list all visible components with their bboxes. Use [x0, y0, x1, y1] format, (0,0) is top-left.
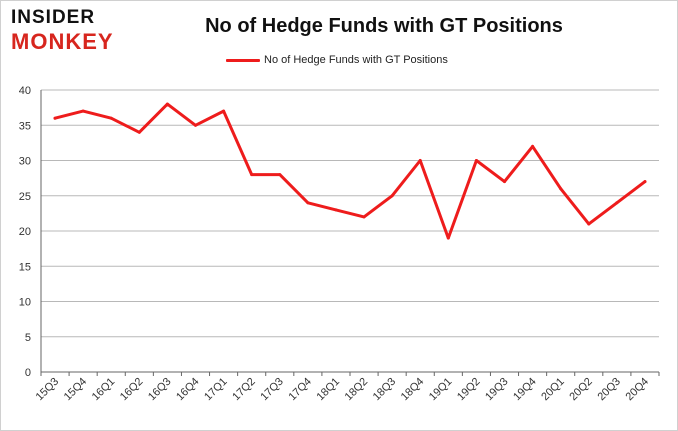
x-tick-label: 20Q4 [624, 376, 652, 404]
x-tick-label: 17Q3 [258, 376, 286, 404]
data-point [615, 201, 619, 205]
x-tick-label: 19Q2 [455, 376, 483, 404]
y-tick-label: 40 [19, 85, 31, 97]
axis-layer: 0 5 10 15 20 25 30 35 40 15Q3 15Q4 16Q1 16Q2 16Q3 16Q4… [19, 85, 660, 404]
data-point [531, 144, 535, 148]
data-point [446, 236, 450, 240]
x-tick-label: 16Q1 [90, 376, 118, 404]
chart-legend: No of Hedge Funds with GT Positions [226, 54, 448, 66]
y-tick-label: 30 [19, 156, 31, 168]
x-tick-label: 19Q1 [427, 376, 455, 404]
data-point [587, 222, 591, 226]
data-point [81, 109, 85, 113]
x-tick-label: 17Q4 [286, 376, 314, 404]
data-point [137, 130, 141, 134]
data-point [559, 187, 563, 191]
x-tick-label: 20Q2 [567, 376, 595, 404]
data-point [474, 159, 478, 162]
y-tick-label: 15 [19, 261, 31, 273]
data-point [109, 116, 113, 120]
x-tick-label: 18Q2 [343, 376, 371, 404]
x-tick-label: 17Q1 [202, 376, 230, 404]
data-point [222, 109, 226, 113]
x-tick-label: 20Q3 [595, 376, 623, 404]
y-tick-label: 25 [19, 191, 31, 203]
x-tick-label: 19Q3 [483, 376, 511, 404]
y-tick-label: 20 [19, 226, 31, 238]
data-point [334, 208, 338, 212]
logo-line-2: MONKEY [11, 29, 114, 54]
x-tick-label: 20Q1 [539, 376, 567, 404]
data-point [278, 173, 282, 177]
series-line-0 [53, 102, 647, 240]
x-tick-label: 16Q3 [146, 376, 174, 404]
data-point [418, 159, 422, 162]
x-tick-label: 18Q4 [399, 376, 427, 404]
data-point [503, 180, 506, 184]
grid-layer [41, 89, 659, 338]
legend-swatch [226, 58, 260, 62]
x-tick-label: 18Q1 [315, 376, 343, 404]
chart-title: No of Hedge Funds with GT Positions [205, 15, 563, 37]
data-point [643, 180, 647, 184]
data-point [390, 194, 394, 198]
y-tick-label: 35 [19, 120, 31, 132]
y-tick-label: 0 [25, 367, 31, 379]
data-point [53, 116, 57, 120]
x-tick-label: 17Q2 [230, 376, 258, 404]
legend-label: No of Hedge Funds with GT Positions [264, 54, 448, 66]
data-point [250, 173, 254, 177]
x-tick-label: 19Q4 [511, 376, 539, 404]
x-tick-label: 18Q3 [371, 376, 399, 404]
data-point [362, 215, 366, 219]
x-tick-label: 16Q4 [174, 376, 202, 404]
data-point [165, 102, 169, 106]
data-point [306, 201, 310, 205]
y-tick-label: 10 [19, 297, 31, 309]
x-tick-label: 16Q2 [118, 376, 146, 404]
insider-monkey-logo: INSIDER MONKEY [11, 7, 129, 57]
series-layer [53, 102, 647, 240]
x-tick-label: 15Q4 [62, 376, 90, 404]
x-tick-label: 15Q3 [34, 376, 62, 404]
data-point [194, 123, 197, 127]
y-tick-label: 5 [25, 332, 31, 344]
logo-line-1: INSIDER [11, 7, 96, 28]
